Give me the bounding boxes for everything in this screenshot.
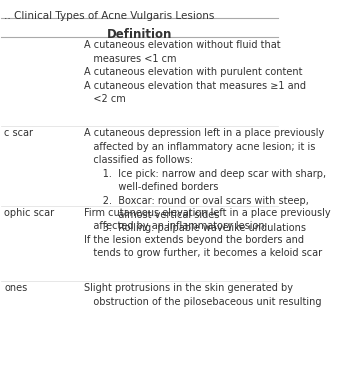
Text: A cutaneous depression left in a place previously
   affected by an inflammatory: A cutaneous depression left in a place p… bbox=[84, 128, 326, 233]
Text: A cutaneous elevation without fluid that
   measures <1 cm
A cutaneous elevation: A cutaneous elevation without fluid that… bbox=[84, 40, 306, 104]
Text: Definition: Definition bbox=[107, 28, 172, 41]
Text: ophic scar: ophic scar bbox=[4, 208, 54, 218]
Text: c scar: c scar bbox=[4, 128, 33, 138]
Text: Slight protrusions in the skin generated by
   obstruction of the pilosebaceous : Slight protrusions in the skin generated… bbox=[84, 283, 322, 307]
Text: .. Clinical Types of Acne Vulgaris Lesions: .. Clinical Types of Acne Vulgaris Lesio… bbox=[4, 11, 214, 21]
Text: ones: ones bbox=[4, 283, 27, 293]
Text: Firm cutaneous elevation left in a place previously
   affected by an inflammato: Firm cutaneous elevation left in a place… bbox=[84, 208, 331, 258]
